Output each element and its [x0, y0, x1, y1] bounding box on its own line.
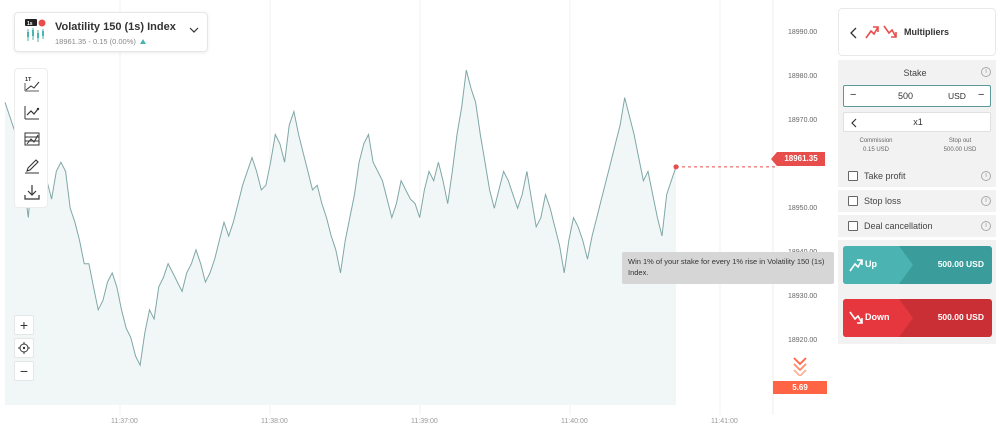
multiplier-down-icon	[883, 25, 897, 39]
price-tick-label: 18990.00	[788, 29, 817, 36]
info-icon[interactable]: i	[981, 171, 991, 181]
info-icon[interactable]: i	[981, 221, 991, 231]
down-label: Down	[865, 312, 890, 322]
indicators-icon[interactable]	[23, 103, 41, 121]
deal-cancellation-row[interactable]: Deal cancellation i	[838, 215, 996, 237]
up-button[interactable]: Up 500.00 USD	[843, 246, 992, 284]
commission-value: 0.15 USD	[846, 147, 906, 153]
up-label: Up	[865, 259, 877, 269]
price-area	[5, 70, 676, 405]
stop-loss-row[interactable]: Stop loss i	[838, 190, 996, 212]
take-profit-checkbox[interactable]	[848, 171, 858, 181]
take-profit-row[interactable]: Take profit i	[838, 165, 996, 187]
countdown-badge: 5.69	[773, 381, 827, 394]
symbol-price-change: 18961.35 - 0.15 (0.00%)	[55, 37, 146, 46]
up-trend-icon	[140, 39, 146, 44]
stop-out-label: Stop out	[930, 138, 990, 144]
symbol-selector[interactable]: 1s Volatility 150 (1s) Index 18961.35 - …	[14, 12, 208, 52]
commission-label: Commission	[846, 138, 906, 144]
price-tick-label: 18950.00	[788, 205, 817, 212]
multiplier-select[interactable]: x1	[843, 112, 991, 132]
chart-toolbar: 1T	[14, 68, 48, 208]
up-amount: 500.00 USD	[938, 259, 984, 269]
stake-section: Stake i − 500 USD − x1 Commission 0.15 U…	[838, 60, 996, 170]
price-tick-label: 18980.00	[788, 73, 817, 80]
crosshair-icon	[18, 342, 30, 354]
multiplier-down-icon	[849, 311, 863, 325]
trade-type-selector[interactable]: Multipliers	[838, 8, 996, 56]
deal-cancellation-label: Deal cancellation	[864, 221, 933, 231]
time-tick-label: 11:40:00	[561, 418, 588, 425]
stop-loss-label: Stop loss	[864, 196, 901, 206]
stake-label: Stake	[838, 68, 992, 78]
reset-zoom-button[interactable]	[14, 338, 34, 358]
stop-loss-checkbox[interactable]	[848, 196, 858, 206]
stop-out-value: 500.00 USD	[930, 147, 990, 153]
download-icon[interactable]	[23, 183, 41, 201]
stake-value[interactable]: 500	[898, 91, 913, 101]
price-tick-label: 18920.00	[788, 337, 817, 344]
price-tick-label: 18970.00	[788, 117, 817, 124]
time-tick-label: 11:38:00	[261, 418, 288, 425]
price-change-text: 18961.35 - 0.15 (0.00%)	[55, 37, 136, 46]
down-button[interactable]: Down 500.00 USD	[843, 299, 992, 337]
svg-text:1s: 1s	[27, 21, 33, 27]
current-price-dot	[674, 164, 679, 169]
chevron-down-icon[interactable]	[189, 25, 199, 35]
chevrons-down-icon	[792, 356, 808, 376]
deal-cancellation-checkbox[interactable]	[848, 221, 858, 231]
take-profit-label: Take profit	[864, 171, 906, 181]
info-icon[interactable]: i	[981, 67, 991, 77]
volatility-chart-icon: 1s	[25, 19, 47, 43]
stake-increase-button[interactable]: −	[978, 89, 984, 101]
up-tooltip: Win 1% of your stake for every 1% rise i…	[622, 252, 834, 284]
time-tick-label: 11:41:00	[711, 418, 738, 425]
zoom-in-button[interactable]: +	[14, 315, 34, 335]
trade-panel: Multipliers Stake i − 500 USD − x1 Commi…	[838, 8, 996, 344]
chevron-left-icon[interactable]	[849, 27, 859, 39]
chart-type-icon[interactable]: 1T	[23, 75, 41, 93]
zoom-out-button[interactable]: −	[14, 361, 34, 381]
multiplier-up-icon	[849, 258, 863, 272]
time-tick-label: 11:37:00	[111, 418, 138, 425]
trade-type-title: Multipliers	[904, 27, 949, 37]
current-price-tag: 18961.35	[777, 152, 825, 166]
drawing-tools-icon[interactable]	[23, 157, 41, 175]
symbol-name: Volatility 150 (1s) Index	[55, 21, 176, 33]
info-icon[interactable]: i	[981, 196, 991, 206]
down-amount: 500.00 USD	[938, 312, 984, 322]
stake-decrease-button[interactable]: −	[850, 89, 856, 101]
multiplier-up-icon	[865, 25, 879, 39]
stake-input[interactable]: − 500 USD −	[843, 85, 991, 107]
time-tick-label: 11:39:00	[411, 418, 438, 425]
price-tick-label: 18930.00	[788, 293, 817, 300]
multiplier-value: x1	[844, 117, 992, 127]
templates-icon[interactable]	[23, 130, 41, 148]
svg-text:1T: 1T	[25, 77, 32, 83]
price-chart[interactable]	[0, 0, 832, 432]
stake-currency: USD	[948, 91, 966, 101]
chart-area[interactable]: 18990.0018980.0018970.0018950.0018940.00…	[0, 0, 832, 432]
